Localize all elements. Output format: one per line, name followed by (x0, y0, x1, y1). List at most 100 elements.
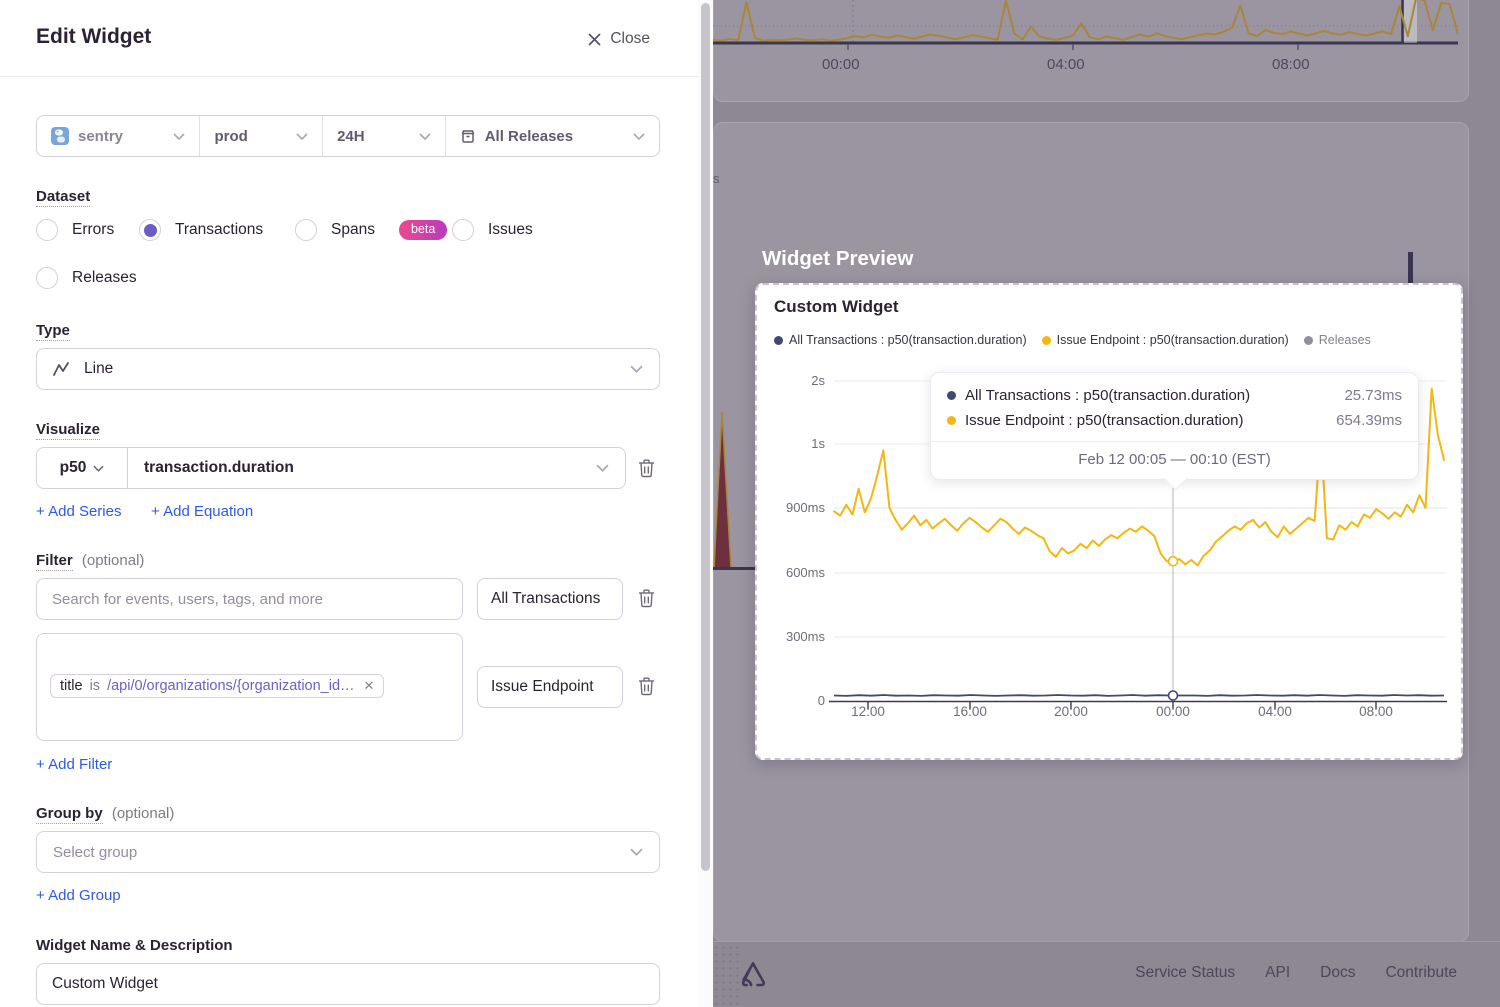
tooltip-divider (931, 441, 1418, 442)
page-filter-bar: sentry prod 24H All Releases (36, 115, 660, 157)
close-button[interactable]: Close (587, 30, 650, 48)
legend-item-releases[interactable]: Releases (1303, 333, 1371, 347)
radio-icon-checked[interactable] (139, 219, 161, 241)
visualize-row: p50 transaction.duration (36, 447, 626, 489)
add-filter-link[interactable]: + Add Filter (36, 756, 113, 773)
visualize-label: Visualize (36, 421, 100, 440)
dataset-option-spans[interactable]: Spans beta (295, 219, 448, 241)
tooltip-label: Issue Endpoint : p50(transaction.duratio… (965, 412, 1244, 429)
time-range-selector[interactable]: 24H (322, 116, 445, 156)
chart-tooltip: All Transactions : p50(transaction.durat… (930, 372, 1419, 491)
python-project-icon (51, 127, 69, 145)
tooltip-value: 25.73ms (1344, 387, 1402, 404)
chart-legend: All Transactions : p50(transaction.durat… (774, 333, 1371, 347)
display-type-value: Line (84, 360, 114, 377)
project-value: sentry (78, 127, 124, 145)
chevron-down-icon (630, 848, 643, 856)
group-by-select[interactable]: Select group (36, 831, 660, 873)
background-sparkline (713, 0, 1458, 42)
token-remove-icon[interactable]: ✕ (363, 678, 375, 693)
footer-link-docs[interactable]: Docs (1320, 964, 1356, 981)
ytick-600ms: 600ms (785, 565, 825, 580)
ytick-2s: 2s (811, 373, 825, 388)
dataset-option-releases[interactable]: Releases (36, 267, 137, 289)
radio-icon[interactable] (36, 219, 58, 241)
preview-chart (829, 380, 1447, 709)
footer-link-api[interactable]: API (1265, 964, 1291, 981)
dataset-label: Dataset (36, 188, 91, 207)
panel-scrollbar-thumb[interactable] (701, 3, 710, 871)
filter-search-input[interactable]: Search for events, users, tags, and more (36, 578, 463, 620)
xtick-0800: 08:00 (1359, 704, 1393, 719)
field-value: transaction.duration (144, 459, 294, 476)
widget-name-label: Widget Name & Description (36, 937, 233, 954)
group-by-placeholder: Select group (53, 843, 138, 861)
radio-option-label: Spans (331, 221, 375, 238)
environment-value: prod (214, 127, 248, 145)
footer-link-contribute[interactable]: Contribute (1385, 964, 1457, 981)
radio-icon[interactable] (295, 219, 317, 241)
radio-icon[interactable] (36, 267, 58, 289)
legend-dot-releases (1303, 335, 1313, 345)
environment-selector[interactable]: prod (199, 116, 322, 156)
field-select[interactable]: transaction.duration (128, 448, 625, 488)
time-range-value: 24H (337, 127, 365, 145)
chevron-down-icon (173, 132, 186, 140)
modal-title: Edit Widget (36, 25, 152, 48)
widget-preview-card: Custom Widget All Transactions : p50(tra… (755, 283, 1463, 760)
dataset-option-errors[interactable]: Errors (36, 219, 114, 241)
radio-option-label: Errors (72, 221, 115, 238)
filter-alias-input-0[interactable]: All Transactions (477, 578, 623, 620)
aggregate-select[interactable]: p50 (37, 448, 128, 488)
tooltip-row-all-transactions: All Transactions : p50(transaction.durat… (947, 383, 1402, 408)
chevron-down-icon (630, 365, 643, 373)
type-label: Type (36, 322, 70, 341)
add-equation-link[interactable]: + Add Equation (151, 503, 254, 520)
close-icon (588, 32, 601, 46)
tooltip-dot-all-transactions (947, 391, 956, 400)
trash-icon (639, 677, 654, 696)
delete-series-button[interactable] (638, 459, 655, 481)
legend-item-all-transactions[interactable]: All Transactions : p50(transaction.durat… (774, 333, 1027, 347)
tooltip-label: All Transactions : p50(transaction.durat… (965, 387, 1251, 404)
tooltip-row-issue-endpoint: Issue Endpoint : p50(transaction.duratio… (947, 408, 1402, 433)
group-by-label: Group by (36, 805, 103, 824)
add-series-link[interactable]: + Add Series (36, 503, 122, 520)
filter-token[interactable]: title is /api/0/organizations/{organizat… (50, 674, 385, 698)
display-type-select[interactable]: Line (36, 348, 660, 390)
xtick-0400: 04:00 (1258, 704, 1292, 719)
tooltip-timerange: Feb 12 00:05 — 00:10 (EST) (1078, 451, 1271, 468)
aggregate-value: p50 (59, 459, 87, 476)
footer-divider (698, 941, 1500, 942)
widget-name-input[interactable]: Custom Widget (36, 963, 660, 1005)
legend-label: All Transactions : p50(transaction.durat… (789, 333, 1027, 347)
radio-icon[interactable] (452, 219, 474, 241)
xtick-1200: 12:00 (851, 704, 885, 719)
background-widget-card-top (713, 0, 1469, 102)
token-value: /api/0/organizations/{organization_id… (107, 678, 355, 694)
dataset-option-issues[interactable]: Issues (452, 219, 533, 241)
series-yellow (833, 387, 1445, 567)
xtick-1600: 16:00 (953, 704, 987, 719)
delete-filter-button-0[interactable] (638, 589, 655, 611)
dataset-option-transactions[interactable]: Transactions (139, 219, 263, 241)
tooltip-value: 654.39ms (1336, 412, 1402, 429)
footer-link-service-status[interactable]: Service Status (1135, 964, 1236, 981)
add-group-link[interactable]: + Add Group (36, 887, 121, 904)
chevron-down-icon (633, 132, 645, 140)
line-chart-icon (53, 361, 69, 376)
sentry-logo (741, 962, 766, 987)
legend-item-issue-endpoint[interactable]: Issue Endpoint : p50(transaction.duratio… (1041, 333, 1289, 347)
delete-filter-button-1[interactable] (638, 677, 655, 699)
filter-search-input-1[interactable]: title is /api/0/organizations/{organizat… (36, 633, 463, 741)
filter-alias-input-1[interactable]: Issue Endpoint (477, 666, 623, 708)
filter-label: Filter (36, 552, 73, 571)
release-value: All Releases (484, 127, 574, 145)
project-selector[interactable]: sentry (37, 116, 199, 156)
group-by-optional: (optional) (111, 805, 175, 822)
xtick-0000: 00:00 (1156, 704, 1190, 719)
release-selector[interactable]: All Releases (444, 116, 659, 156)
ytick-1s: 1s (811, 436, 825, 451)
legend-dot-issue-endpoint (1041, 335, 1051, 345)
